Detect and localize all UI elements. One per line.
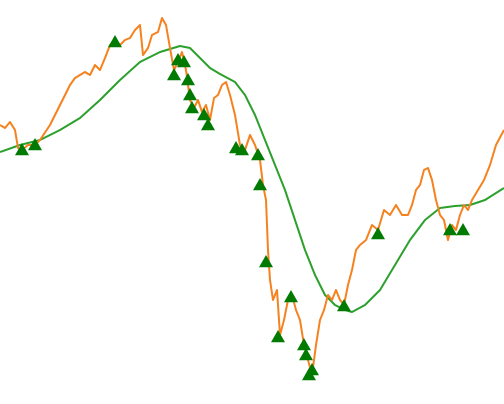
signal-marker: [284, 290, 298, 303]
signal-marker: [108, 35, 122, 48]
signal-marker: [297, 338, 311, 351]
signal-marker: [201, 118, 215, 131]
signal-marker: [299, 348, 313, 361]
signal-marker: [253, 178, 267, 191]
signal-marker: [15, 143, 29, 156]
signal-marker: [181, 73, 195, 86]
signal-marker: [197, 108, 211, 121]
signal-marker: [305, 363, 319, 376]
signal-marker: [259, 255, 273, 268]
signal-marker: [167, 68, 181, 81]
signal-marker: [28, 138, 42, 151]
signal-marker: [443, 223, 457, 236]
signal-marker: [251, 148, 265, 161]
signal-marker: [235, 143, 249, 156]
series-line: [0, 17, 504, 376]
series-line: [0, 45, 504, 313]
signal-marker: [271, 330, 285, 343]
signal-marker: [337, 299, 351, 312]
signal-marker: [183, 88, 197, 101]
signal-marker: [456, 223, 470, 236]
signal-marker: [185, 101, 199, 114]
signal-marker: [371, 227, 385, 240]
signal-marker: [177, 55, 191, 68]
